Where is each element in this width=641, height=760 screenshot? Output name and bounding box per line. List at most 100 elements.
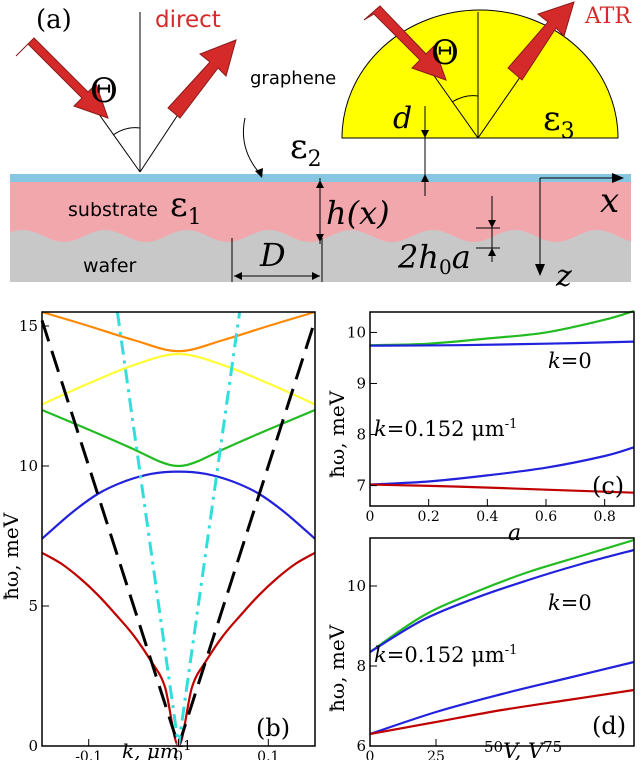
d-arrow-up [421, 174, 429, 182]
graphene-pointer [242, 117, 263, 177]
panel-b-ylabel: ħω, meV [0, 512, 23, 600]
hx-arrow-down [316, 234, 324, 242]
panel-c-xtick-label: 0 [366, 509, 375, 525]
panel-c-series-2-blue [369, 446, 635, 486]
period-arrow-right [312, 272, 320, 280]
panel-c-annotation-k0: k=0 [548, 349, 592, 373]
graphene-pointer-head [255, 168, 263, 178]
substrate-label: substrate [68, 199, 158, 221]
hx-arrow-up [316, 180, 324, 188]
panel-c-xtick-label: 0.4 [476, 509, 498, 525]
panel-c-ytick-label: 9 [356, 374, 366, 392]
panel-d-xtick-label: 0 [366, 749, 375, 760]
panel-c-xtick-label: 0.8 [594, 509, 616, 525]
graphene-label: graphene [250, 68, 336, 89]
panel-a-label: (a) [36, 5, 72, 35]
panel-b-series-4-orange [41, 310, 316, 353]
reflected-arrow-atr [507, 1, 575, 81]
panel-d-ytick-label: 6 [356, 737, 366, 755]
panel-c-xlabel: a [508, 521, 521, 546]
panel-c-ytick-label: 10 [347, 323, 366, 341]
z-axis-arrow-head [535, 264, 545, 276]
reflected-ray-direct [139, 109, 182, 173]
panel-b-ytick-label: 0 [28, 737, 38, 755]
hx-label: h(x) [326, 194, 390, 232]
incident-ray-atr [429, 69, 479, 139]
incident-arrow-atr [363, 5, 447, 81]
panel-d-xlabel: 50V, V75 [484, 738, 562, 760]
theta-arc-direct [112, 127, 141, 136]
panel-d-series-1-blue [369, 548, 635, 653]
panel-d-annotation-k0: k=0 [548, 591, 592, 615]
amp-arrow-down [488, 220, 496, 228]
panel-d-ytick-label: 8 [356, 657, 366, 675]
panel-b-series-6-cyan [115, 311, 242, 747]
panel-c-series-0-green [369, 309, 635, 347]
panel-b-ytick-label: 10 [19, 457, 38, 475]
panel-d-ylabel: ħω, meV [325, 624, 349, 712]
panel-d-ticks: 0 25 6 8 10 [347, 577, 445, 760]
reflected-ray-atr [477, 69, 526, 139]
panel-c-annotation-k152: k=0.152 μm-1 [374, 417, 517, 441]
d-label: d [393, 101, 412, 136]
panel-d-frame [369, 537, 635, 747]
panel-b-curves [40, 310, 317, 751]
panel-c-xtick-label: 0.6 [535, 509, 557, 525]
epsilon-2-label: ε2 [290, 127, 322, 172]
panel-c-ytick-label: 8 [356, 426, 366, 444]
theta-label-atr: Θ [431, 33, 459, 73]
panel-b-xlabel: k, μm-1 [122, 739, 191, 760]
panel-c-xtick-label: 0.2 [418, 509, 440, 525]
incident-arrow-direct [15, 37, 109, 119]
incident-ray-direct [95, 109, 141, 173]
panel-d-series-0-green [369, 538, 635, 653]
panel-d-curves [369, 538, 635, 736]
amplitude-label: 2h0a [397, 238, 471, 279]
panel-b-ytick-label: 5 [28, 597, 38, 615]
direct-label: direct [155, 7, 221, 33]
panel-c-label: (c) [592, 472, 624, 500]
panel-b-label: (b) [256, 714, 290, 742]
panel-b-ytick-label: 15 [19, 317, 38, 335]
panel-b-xtick-label: -0.1 [75, 749, 102, 760]
panel-b-frame [41, 311, 316, 747]
schematic-panel: (a) direct ATR Θ Θ graphene ε2 ε3 ε1 sub… [10, 1, 632, 294]
panel-b-series-2-green [41, 408, 316, 468]
panel-d-label: (d) [592, 712, 626, 740]
period-label: D [259, 236, 286, 274]
wafer-label: wafer [83, 255, 137, 277]
panel-c-series-3-red [369, 483, 635, 494]
theta-arc-atr [451, 95, 479, 103]
panel-c-ticks: 0 0.2 0.4 0.6 0.8 7 8 9 10 [347, 323, 616, 525]
panel-c: 0 0.2 0.4 0.6 0.8 7 8 9 10 ħω, meV a (c) k=0 k=0… [325, 309, 635, 546]
panel-b-series-5-black [40, 319, 317, 751]
panel-b-xtick-label: 0.1 [257, 749, 279, 760]
z-axis-label: z [555, 259, 572, 294]
panel-d-ytick-label: 10 [347, 577, 366, 595]
panel-d-series-3-red [369, 688, 635, 736]
panel-b: -0.1 0 0.1 0 5 10 15 ħω, meV k, μm-1 (b) [0, 310, 317, 760]
panel-b-xtick-label: 0 [174, 749, 183, 760]
panel-d: 0 25 6 8 10 ħω, meV 50V, V75 (d) k=0 k=0.152… [325, 537, 635, 760]
panel-c-frame [369, 311, 635, 507]
panel-d-series-2-blue [369, 660, 635, 736]
panel-c-curves [369, 309, 635, 494]
atr-prism [341, 9, 619, 139]
panel-d-xtick-label: 25 [427, 749, 445, 760]
reflected-arrow-direct [167, 39, 237, 119]
panel-c-ylabel: ħω, meV [325, 390, 349, 478]
epsilon-3-label: ε3 [543, 99, 575, 144]
panel-c-ytick-label: 7 [356, 477, 366, 495]
panel-d-annotation-k152: k=0.152 μm-1 [374, 643, 517, 667]
panel-b-ticks: -0.1 0 0.1 0 5 10 15 [19, 317, 280, 760]
atr-label: ATR [584, 4, 632, 29]
panel-b-series-1-blue [41, 470, 316, 540]
amp-arrow-up [488, 248, 496, 256]
panel-b-series-3-yellow [41, 352, 316, 406]
theta-label-direct: Θ [90, 71, 118, 111]
x-axis-arrow-head [612, 173, 624, 183]
panel-c-series-1-blue [369, 340, 635, 347]
epsilon-1-label: ε1 [170, 185, 202, 230]
x-axis-label: x [600, 181, 619, 221]
